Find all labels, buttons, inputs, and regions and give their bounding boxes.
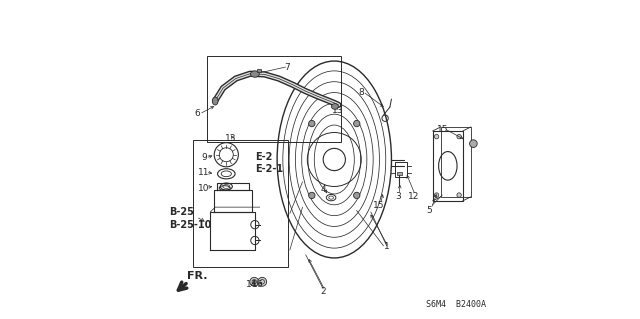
Text: 13: 13 [225,134,237,143]
Circle shape [258,277,267,286]
Text: S6M4  B2400A: S6M4 B2400A [426,300,486,309]
Text: 8: 8 [358,88,364,97]
Circle shape [457,134,461,139]
Circle shape [308,192,315,199]
Text: 10: 10 [198,184,210,193]
Text: B-25
B-25-10: B-25 B-25-10 [169,207,211,230]
Text: 2: 2 [321,287,326,296]
Text: 15: 15 [436,125,448,134]
Text: 11: 11 [198,168,210,177]
Text: 6: 6 [195,109,200,118]
Ellipse shape [250,71,259,77]
Bar [441,127,471,197]
Bar [193,140,288,268]
Text: FR.: FR. [188,271,208,281]
Circle shape [250,277,259,286]
Circle shape [470,140,477,147]
Bar [433,131,463,201]
Text: 13: 13 [332,106,343,115]
Bar [207,56,340,142]
Text: 12: 12 [408,191,419,201]
Bar [257,69,261,72]
Text: E-2
E-2-1: E-2 E-2-1 [255,152,283,174]
Bar [397,172,402,175]
Text: 5: 5 [427,206,433,215]
Ellipse shape [332,104,339,109]
Circle shape [308,120,315,127]
Text: 7: 7 [284,63,289,72]
Text: 1: 1 [384,242,390,251]
Circle shape [353,120,360,127]
Text: 15: 15 [373,201,385,210]
Text: 16: 16 [252,280,264,289]
Ellipse shape [212,97,218,105]
Bar [395,162,406,177]
Circle shape [435,193,439,197]
Circle shape [435,134,439,139]
Text: 14: 14 [246,280,257,289]
Circle shape [457,193,461,197]
Text: 9: 9 [201,153,207,162]
Text: 3: 3 [395,191,401,201]
Circle shape [353,192,360,199]
Text: 4: 4 [321,185,326,194]
